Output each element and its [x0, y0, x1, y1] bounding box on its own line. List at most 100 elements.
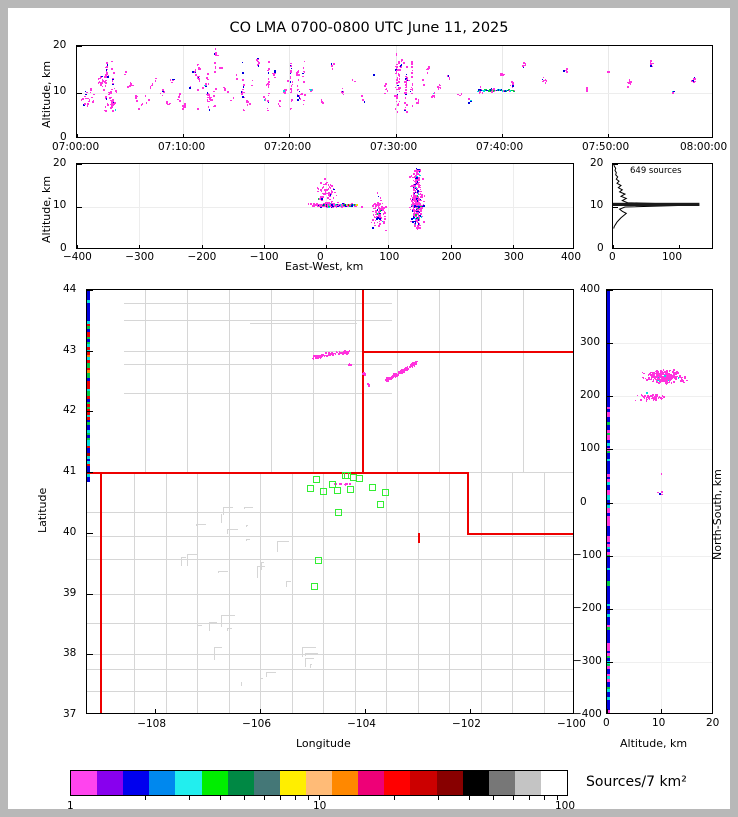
source-point [627, 86, 629, 88]
source-point [347, 205, 349, 207]
source-point [669, 369, 671, 372]
source-point [339, 205, 341, 208]
source-point [433, 96, 436, 99]
source-point [586, 88, 589, 90]
east-west-vs-altitude-panel[interactable] [76, 163, 574, 249]
source-point [566, 67, 569, 70]
source-point [413, 186, 415, 188]
sources-density-colorbar[interactable] [70, 770, 568, 796]
source-point [340, 352, 342, 354]
source-point [607, 642, 610, 646]
source-point [607, 647, 610, 651]
source-point [415, 198, 418, 201]
source-point [105, 73, 108, 76]
source-point [322, 196, 324, 198]
source-point [342, 93, 345, 96]
source-point [297, 74, 299, 76]
source-point [607, 331, 610, 335]
source-point [645, 396, 648, 399]
source-point [607, 388, 610, 392]
source-point [607, 629, 610, 633]
source-point [668, 381, 670, 384]
source-point [607, 507, 610, 511]
source-point [377, 204, 379, 206]
source-point [88, 100, 91, 103]
source-point [607, 458, 610, 462]
source-point [405, 73, 408, 76]
source-point [412, 217, 415, 220]
altitude-histogram-panel[interactable] [612, 163, 713, 249]
source-point [680, 379, 683, 382]
colorbar-segment [462, 771, 489, 795]
time-panel-xtick-6: 08:00:00 [680, 141, 728, 153]
lma-station-marker [315, 556, 323, 564]
source-point [420, 216, 423, 218]
source-point [641, 376, 644, 379]
source-point [524, 64, 526, 67]
source-point [607, 611, 610, 615]
source-point [87, 328, 90, 332]
source-point [418, 199, 421, 202]
source-point [87, 297, 90, 301]
source-point [141, 103, 144, 105]
source-point [267, 72, 270, 74]
source-point [607, 463, 610, 467]
north-south-vs-altitude-panel[interactable] [606, 289, 713, 714]
source-point [408, 79, 410, 82]
source-point [208, 100, 210, 103]
source-point [645, 399, 648, 402]
map-xtick--106: −106 [242, 718, 271, 730]
source-point [448, 77, 451, 79]
time-vs-altitude-panel[interactable] [76, 45, 713, 138]
hist-ytick-20: 20 [590, 157, 604, 169]
source-point [161, 94, 164, 97]
source-point [87, 474, 90, 477]
source-point [607, 702, 610, 705]
source-point [346, 353, 348, 356]
source-point [416, 206, 419, 209]
source-point [347, 350, 350, 353]
source-point [422, 205, 424, 208]
map-panel[interactable] [86, 289, 574, 714]
source-point [404, 109, 406, 112]
source-point [196, 75, 199, 78]
source-point [419, 203, 421, 206]
source-point [87, 427, 90, 431]
colorbar-segment [384, 771, 411, 795]
county-border [196, 524, 206, 525]
source-point [657, 397, 660, 400]
map-ytick-37: 37 [63, 708, 77, 720]
source-point [652, 398, 655, 401]
source-point [412, 204, 415, 207]
source-point [417, 203, 419, 206]
source-point [322, 353, 324, 356]
source-point [344, 204, 347, 206]
source-point [87, 409, 90, 412]
source-point [607, 437, 610, 441]
source-point [653, 371, 655, 374]
source-point [206, 100, 209, 102]
source-point [523, 62, 525, 64]
source-point [277, 102, 280, 105]
source-point [409, 208, 412, 211]
axis-tick [87, 654, 93, 655]
source-point [418, 201, 420, 204]
source-point [419, 170, 422, 172]
source-point [413, 209, 416, 211]
source-point [663, 377, 666, 380]
source-point [384, 92, 386, 95]
source-point [327, 203, 329, 205]
source-point [663, 396, 665, 398]
map-ytick-39: 39 [63, 586, 77, 599]
source-point [411, 76, 413, 78]
source-point [607, 557, 610, 560]
source-point [607, 427, 610, 431]
source-point [416, 102, 418, 104]
source-point [417, 100, 420, 102]
source-point [268, 81, 270, 83]
county-border [302, 647, 303, 657]
source-point [194, 73, 197, 76]
source-point [150, 84, 153, 87]
source-point [329, 354, 332, 357]
source-point [274, 72, 276, 75]
